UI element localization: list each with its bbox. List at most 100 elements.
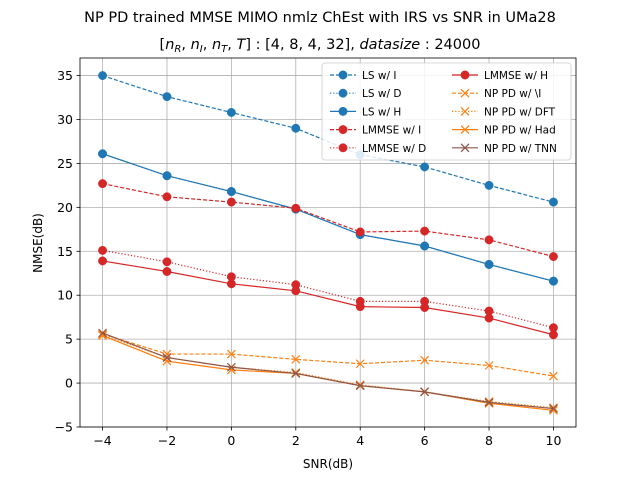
marker-point-np-pd-w-had (484, 398, 494, 408)
marker-point-lmmse-w-h (162, 267, 172, 276)
marker-point-ls-w-h (226, 187, 236, 196)
y-ticks: −5 0 5 10 15 20 25 30 35 (55, 68, 80, 435)
marker-point-np-pd-w-had (549, 405, 558, 415)
plot-frame (79, 57, 577, 428)
marker-point-np-pd-w-tnn (291, 368, 301, 378)
series-lmmse-w-h (98, 256, 558, 340)
legend-label: NP PD w/ TNN (484, 143, 557, 155)
legend-label: NP PD w/ DFT (484, 106, 556, 118)
legend-label: LS w/ H (362, 106, 401, 118)
marker-point-np-pd-w-tnn (420, 387, 430, 397)
legend-entry: LS w/ D (330, 88, 401, 100)
series-line (102, 260, 554, 336)
marker-point-legend (460, 70, 470, 80)
y-axis-label: NMSE(dB) (31, 213, 45, 273)
marker-point-ls-w-i (291, 123, 301, 133)
x-ticks: −4 −2 0 2 4 6 8 10 (93, 427, 561, 448)
marker-point-legend (338, 70, 348, 80)
marker-point-lmmse-w-i (355, 227, 365, 237)
legend-entry: NP PD w/ TNN (452, 143, 557, 155)
series-line (102, 332, 554, 410)
legend-entry: LMMSE w/ H (452, 70, 548, 82)
x-tick-label: 2 (292, 433, 300, 448)
marker-point-lmmse-w-h (98, 256, 107, 266)
x-tick-label: 10 (546, 433, 562, 448)
x-tick-label: 0 (227, 433, 235, 448)
marker-point-legend (338, 125, 348, 135)
marker-point-np-pd-w-i (355, 359, 365, 369)
series-ls-w-h (98, 149, 558, 286)
marker-point-ls-w-i (420, 162, 430, 172)
legend-entry: NP PD w/ \I (452, 88, 541, 100)
marker-point-ls-w-h (98, 149, 107, 159)
legend-label: LMMSE w/ I (362, 125, 421, 137)
legend-entry: LS w/ H (330, 106, 401, 118)
marker-point-ls-w-i (226, 108, 236, 117)
marker-point-ls-w-h (162, 171, 172, 181)
marker-point-np-pd-w-dft (98, 330, 107, 340)
marker-point-legend (338, 143, 348, 153)
series-line (102, 333, 554, 377)
x-axis-label: SNR(dB) (303, 457, 353, 471)
marker-point-legend (460, 88, 470, 98)
series-lmmse-w-i (98, 179, 558, 262)
x-tick-label: 8 (485, 433, 493, 448)
marker-point-np-pd-w-had (98, 331, 107, 341)
series-line (102, 153, 554, 282)
x-tick-label: −2 (158, 433, 176, 448)
chart-title: NP PD trained MMSE MIMO nmlz ChEst with … (84, 10, 556, 26)
marker-point-np-pd-w-tnn (484, 397, 494, 407)
marker-point-lmmse-w-h (355, 302, 365, 312)
y-tick-label: −5 (55, 420, 73, 435)
marker-point-lmmse-w-h (226, 279, 236, 289)
marker-point-lmmse-w-h (420, 303, 430, 312)
y-tick-label: 10 (57, 288, 73, 303)
marker-point-ls-w-h (549, 276, 558, 286)
marker-point-np-pd-w-i (484, 361, 494, 370)
series-line (102, 334, 554, 409)
chart-subtitle: [nR, nI, nT, T] : [4, 8, 4, 32], datasiz… (160, 37, 481, 55)
legend-entry: NP PD w/ DFT (452, 106, 556, 118)
marker-point-np-pd-w-tnn (162, 353, 172, 363)
legend-label: LS w/ D (362, 88, 401, 100)
legend-entry: LMMSE w/ I (330, 125, 421, 137)
series-line (102, 183, 554, 258)
marker-point-lmmse-w-i (226, 197, 236, 207)
legend-box (321, 62, 572, 161)
marker-point-legend (338, 106, 348, 116)
y-tick-label: 5 (65, 332, 73, 347)
marker-point-ls-w-h (420, 241, 430, 251)
y-tick-label: 0 (65, 376, 73, 391)
marker-point-np-pd-w-tnn (98, 328, 107, 338)
legend-label: LMMSE w/ D (362, 143, 426, 155)
data-series (98, 71, 558, 415)
marker-point-ls-w-h (484, 260, 494, 269)
marker-point-legend (338, 88, 348, 98)
series-line (102, 249, 554, 329)
y-tick-label: 25 (57, 156, 73, 171)
y-tick-label: 35 (57, 68, 73, 83)
series-np-pd-w-tnn (98, 328, 558, 413)
series-lmmse-w-d (98, 245, 558, 333)
marker-point-ls-w-i (484, 180, 494, 190)
marker-point-legend (460, 143, 470, 153)
marker-point-lmmse-w-d (162, 257, 172, 267)
marker-point-lmmse-w-i (420, 226, 430, 236)
legend-label: LMMSE w/ H (484, 70, 548, 82)
y-tick-label: 15 (57, 244, 73, 259)
marker-point-np-pd-w-i (226, 349, 236, 359)
marker-point-lmmse-w-h (549, 330, 558, 340)
marker-point-lmmse-w-i (162, 192, 172, 202)
legend-entry: LMMSE w/ D (330, 143, 426, 155)
y-tick-label: 20 (57, 200, 73, 215)
marker-point-lmmse-w-i (291, 203, 301, 213)
marker-point-np-pd-w-i (420, 355, 430, 365)
legend-label: LS w/ I (362, 70, 396, 82)
x-tick-label: 4 (356, 433, 364, 448)
y-tick-label: 30 (57, 112, 73, 127)
marker-point-lmmse-w-i (98, 179, 107, 189)
marker-point-np-pd-w-i (291, 354, 301, 364)
marker-point-ls-w-i (162, 92, 172, 102)
legend-entry: LS w/ I (330, 70, 396, 82)
